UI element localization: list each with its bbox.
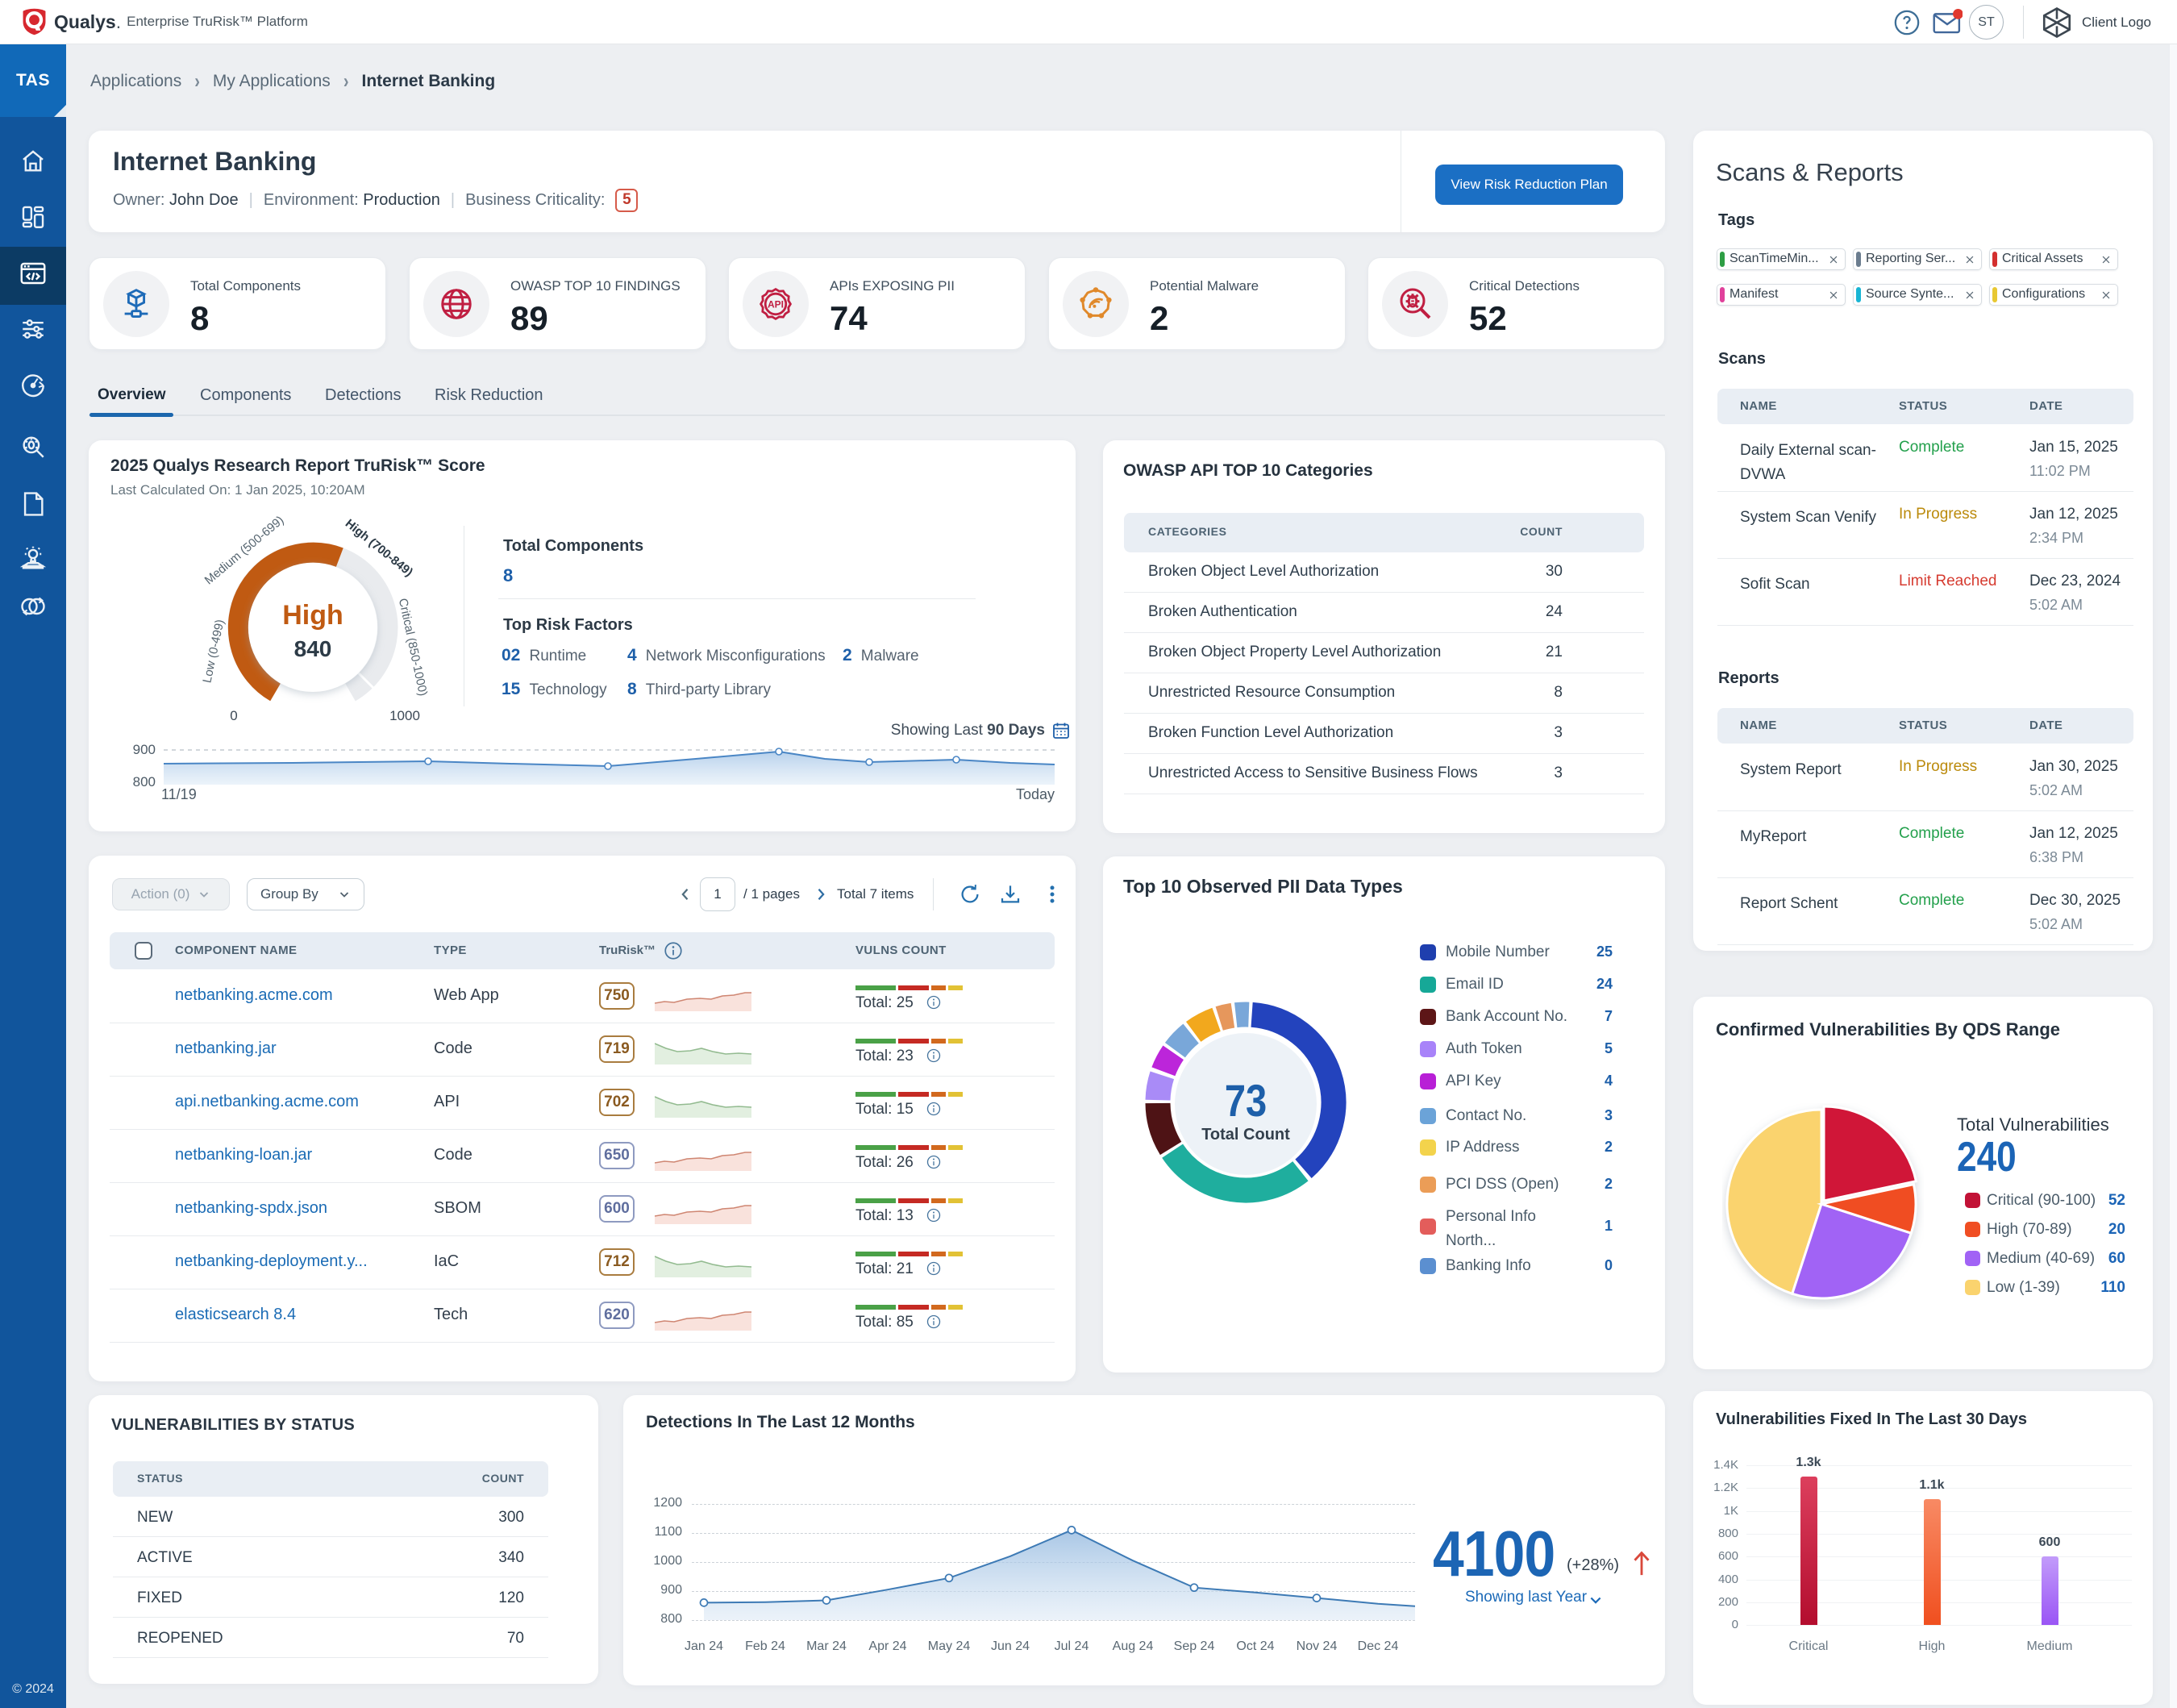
svg-text:API: API: [768, 299, 784, 310]
